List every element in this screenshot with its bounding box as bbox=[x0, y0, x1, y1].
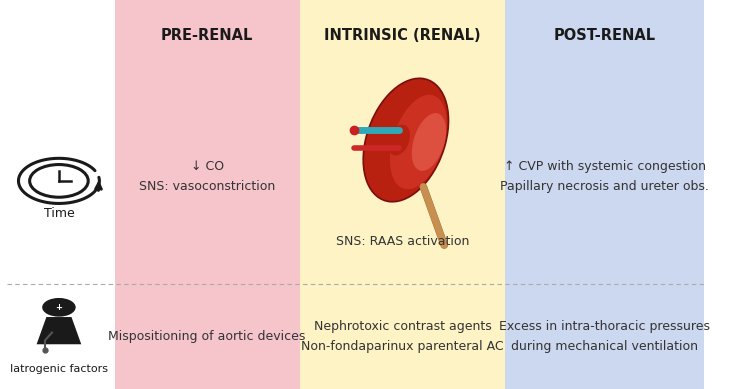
Text: PRE-RENAL: PRE-RENAL bbox=[161, 28, 253, 42]
Polygon shape bbox=[36, 317, 81, 344]
Ellipse shape bbox=[412, 113, 446, 171]
Ellipse shape bbox=[390, 95, 447, 189]
Text: INTRINSIC (RENAL): INTRINSIC (RENAL) bbox=[324, 28, 480, 42]
Text: ↓ CO
SNS: vasoconstriction: ↓ CO SNS: vasoconstriction bbox=[139, 161, 276, 193]
Text: +: + bbox=[55, 303, 63, 312]
Circle shape bbox=[42, 298, 76, 317]
Bar bbox=[505, 0, 704, 389]
Text: Nephrotoxic contrast agents
Non-fondaparinux parenteral AC: Nephrotoxic contrast agents Non-fondapar… bbox=[301, 320, 504, 353]
Ellipse shape bbox=[388, 124, 410, 156]
Text: Iatrogenic factors: Iatrogenic factors bbox=[10, 364, 108, 374]
Circle shape bbox=[30, 165, 88, 197]
Text: Excess in intra-thoracic pressures
during mechanical ventilation: Excess in intra-thoracic pressures durin… bbox=[499, 320, 710, 353]
Text: ↑ CVP with systemic congestion
Papillary necrosis and ureter obs.: ↑ CVP with systemic congestion Papillary… bbox=[500, 161, 709, 193]
Text: SNS: RAAS activation: SNS: RAAS activation bbox=[335, 235, 469, 248]
Bar bbox=[7, 0, 114, 389]
Bar bbox=[114, 0, 300, 389]
Text: Time: Time bbox=[44, 207, 74, 220]
Text: POST-RENAL: POST-RENAL bbox=[553, 28, 655, 42]
Text: Mispositioning of aortic devices: Mispositioning of aortic devices bbox=[109, 330, 305, 343]
Bar bbox=[300, 0, 505, 389]
Ellipse shape bbox=[363, 78, 448, 202]
